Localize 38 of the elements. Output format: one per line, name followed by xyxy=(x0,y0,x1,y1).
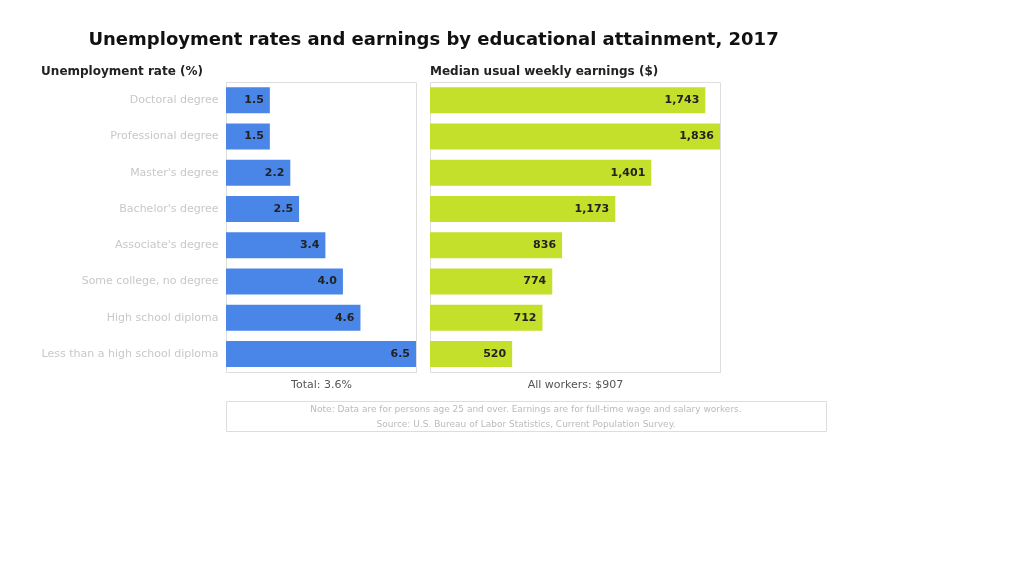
data-label: 520 xyxy=(483,346,507,360)
data-label: 1.5 xyxy=(244,129,264,143)
source-note: Source: U.S. Bureau of Labor Statistics, Current Population Survey. xyxy=(376,418,676,429)
text: All workers: $907 xyxy=(527,377,624,391)
bar xyxy=(226,340,416,367)
bar xyxy=(430,195,616,222)
bar xyxy=(430,159,652,186)
data-label: 1,173 xyxy=(574,201,610,215)
chart-title: Unemployment rates and earnings by educational attainment, 2017 xyxy=(88,27,779,49)
bar xyxy=(226,232,326,259)
data-label: 774 xyxy=(523,274,547,288)
data-label: 1.5 xyxy=(244,93,264,107)
bar xyxy=(430,340,513,367)
text: Total: 3.6% xyxy=(290,377,352,391)
data-label: 4.0 xyxy=(317,274,338,288)
bar xyxy=(430,123,720,150)
text: Unemployment rate (%) xyxy=(41,64,203,78)
data-label: 2.2 xyxy=(264,165,285,179)
bar xyxy=(430,232,563,259)
data-label: 712 xyxy=(513,310,537,324)
bar xyxy=(430,268,553,295)
chart-subtitle: Median usual weekly earnings ($) xyxy=(430,64,659,78)
data-label: 1,743 xyxy=(664,93,700,107)
bar xyxy=(226,87,270,114)
bar xyxy=(430,87,706,114)
data-label: 6.5 xyxy=(390,346,410,360)
bar xyxy=(226,159,291,186)
bar xyxy=(430,304,543,331)
data-label: 2.5 xyxy=(273,201,294,215)
data-label: 836 xyxy=(533,238,557,252)
data-label: 3.4 xyxy=(299,238,320,252)
bar xyxy=(226,195,300,222)
bar xyxy=(226,304,361,331)
bar xyxy=(226,268,343,295)
data-label: 1,836 xyxy=(679,129,715,143)
bar xyxy=(226,123,270,150)
data-label: 4.6 xyxy=(334,310,355,324)
data-label: 1,401 xyxy=(610,165,646,179)
